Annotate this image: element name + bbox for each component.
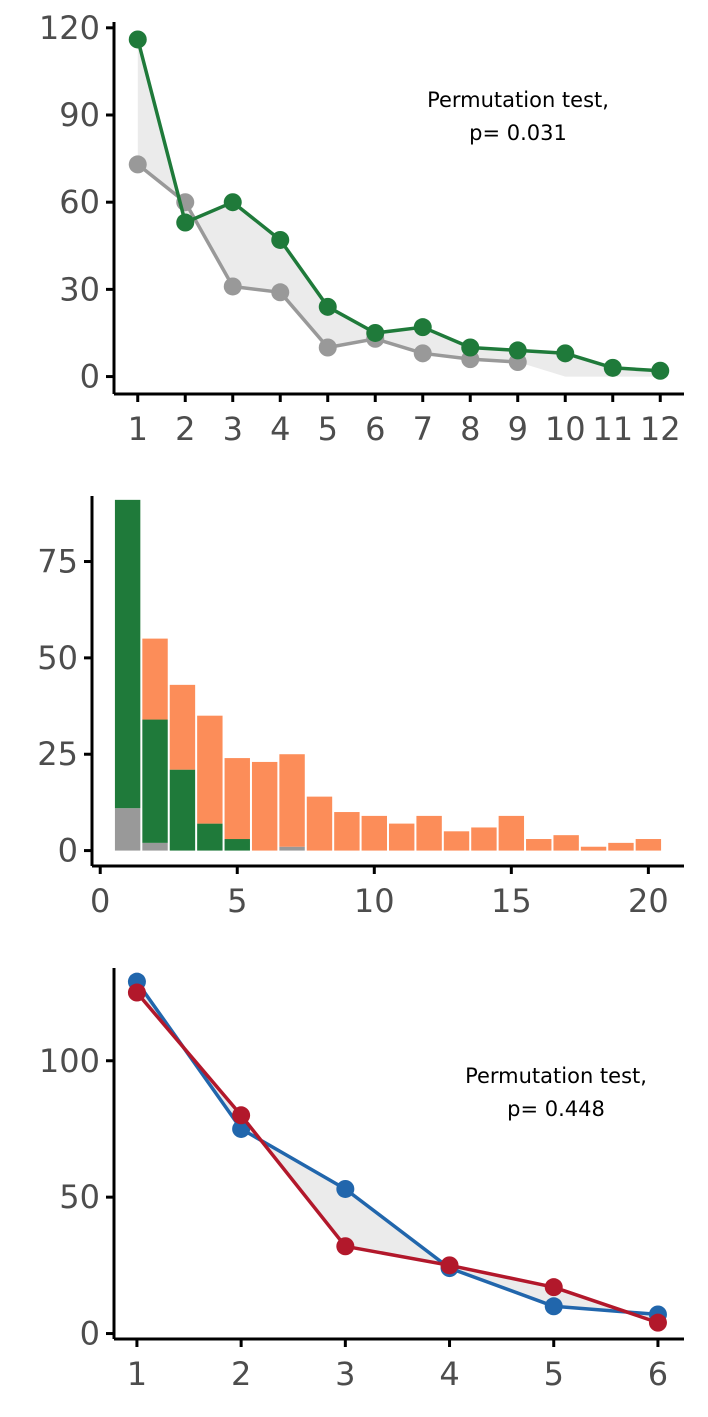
- x-tick-label: 6: [365, 410, 385, 448]
- line-chart-bottom: Permutation test, p= 0.448 0 50 100 1 2 3 4 5 6: [39, 968, 684, 1393]
- x-tick-label: 10: [354, 882, 395, 920]
- bar-segment-green: [169, 769, 196, 851]
- x-tick-label: 12: [640, 410, 681, 448]
- x-tick-label: 20: [628, 882, 669, 920]
- bar-segment-gray: [114, 808, 141, 851]
- data-point-red: [232, 1106, 251, 1125]
- histogram-middle: 0 25 50 75 0 5 10 15 20: [37, 496, 684, 920]
- data-point-green: [366, 323, 385, 342]
- bar-segment-orange: [526, 839, 552, 851]
- data-point-green: [223, 193, 242, 212]
- data-point-green: [413, 318, 432, 337]
- x-tick-label: 7: [413, 410, 433, 448]
- y-tick-label: 0: [80, 358, 100, 396]
- bar-segment-green: [142, 719, 168, 843]
- data-point-gray: [271, 283, 290, 302]
- y-tick-label: 60: [59, 183, 100, 221]
- x-tick-label: 1: [128, 410, 148, 448]
- bar-segment-orange: [443, 831, 470, 851]
- bar-segment-green: [114, 499, 141, 809]
- data-point-green: [461, 338, 480, 357]
- data-point-blue: [336, 1179, 355, 1198]
- data-point-red: [648, 1313, 667, 1332]
- x-tick-label: 5: [544, 1355, 564, 1393]
- y-tick-label: 0: [58, 832, 78, 870]
- data-point-green: [508, 341, 527, 360]
- data-point-green: [603, 358, 622, 377]
- bar-segment-orange: [608, 842, 634, 851]
- x-tick-label: 3: [223, 410, 243, 448]
- x-tick-label: 6: [648, 1355, 668, 1393]
- x-tick-label: 2: [175, 410, 195, 448]
- y-tick-label: 100: [39, 1042, 100, 1080]
- x-tick-label: 4: [270, 410, 290, 448]
- x-tick-label: 5: [318, 410, 338, 448]
- y-tick-label: 25: [37, 735, 78, 773]
- y-tick-label: 120: [39, 9, 100, 47]
- data-point-red: [440, 1256, 459, 1275]
- data-point-red: [336, 1237, 355, 1256]
- data-point-green: [176, 213, 195, 232]
- x-tick-label: 1: [127, 1355, 147, 1393]
- bar-segment-orange: [279, 754, 305, 847]
- x-tick-label: 4: [439, 1355, 459, 1393]
- bar-segment-orange: [553, 835, 579, 851]
- bar-segment-orange: [169, 684, 196, 770]
- bar-segment-orange: [416, 815, 442, 851]
- x-tick-label: 10: [545, 410, 586, 448]
- bar-segment-orange: [580, 846, 607, 851]
- y-tick-label: 50: [59, 1178, 100, 1216]
- data-point-blue: [544, 1297, 563, 1316]
- bar-segment-gray: [142, 842, 168, 851]
- bar-segment-green: [197, 823, 223, 851]
- x-tick-label: 15: [491, 882, 532, 920]
- annotation-line-1: Permutation test,: [465, 1064, 647, 1088]
- bar-segment-orange: [389, 823, 415, 851]
- annotation-line-1: Permutation test,: [427, 88, 609, 112]
- bar-segment-orange: [197, 715, 223, 824]
- bar-segment-green: [224, 839, 250, 851]
- y-tick-label: 50: [37, 639, 78, 677]
- bar-segment-orange: [224, 758, 250, 840]
- data-point-blue: [232, 1119, 251, 1138]
- bar-segment-orange: [498, 815, 525, 851]
- data-point-green: [318, 297, 337, 316]
- bar-segment-gray: [279, 846, 305, 851]
- bar-segment-orange: [361, 815, 387, 851]
- bar-segment-orange: [334, 812, 360, 851]
- data-point-gray: [413, 344, 432, 363]
- difference-ribbon: [136, 981, 658, 1323]
- bar-segment-orange: [471, 827, 497, 851]
- series-line-red: [135, 991, 659, 1325]
- data-point-gray: [223, 277, 242, 296]
- x-tick-label: 2: [231, 1355, 251, 1393]
- bar-segment-orange: [306, 796, 333, 851]
- data-point-red: [544, 1278, 563, 1297]
- x-tick-label: 5: [227, 882, 247, 920]
- bar-segment-orange: [142, 638, 168, 720]
- data-point-red: [127, 983, 146, 1002]
- data-point-green: [128, 30, 147, 49]
- annotation-line-2: p= 0.031: [469, 121, 567, 145]
- y-tick-label: 0: [80, 1315, 100, 1353]
- y-tick-label: 90: [59, 96, 100, 134]
- data-point-green: [271, 230, 290, 249]
- bar-segment-orange: [251, 761, 278, 851]
- x-tick-label: 9: [508, 410, 528, 448]
- data-point-gray: [128, 155, 147, 174]
- series-line-blue: [135, 980, 659, 1317]
- x-tick-label: 8: [460, 410, 480, 448]
- y-tick-label: 75: [37, 543, 78, 581]
- data-point-green: [556, 344, 575, 363]
- data-point-green: [651, 361, 670, 380]
- data-point-gray: [318, 338, 337, 357]
- annotation-line-2: p= 0.448: [507, 1097, 605, 1121]
- x-tick-label: 3: [335, 1355, 355, 1393]
- x-tick-label: 0: [90, 882, 110, 920]
- x-tick-label: 11: [592, 410, 633, 448]
- y-tick-label: 30: [59, 270, 100, 308]
- bar-segment-orange: [635, 839, 662, 851]
